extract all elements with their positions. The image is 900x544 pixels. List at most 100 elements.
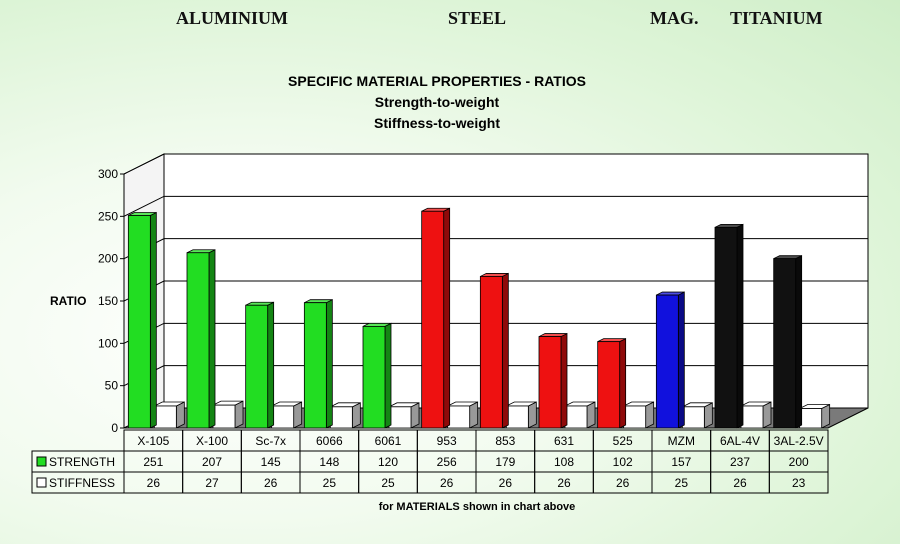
data-label: 200 (789, 455, 809, 469)
strength-bar-side (149, 211, 157, 429)
group-label-steel: STEEL (448, 8, 507, 28)
strength-bar-side (560, 332, 568, 429)
x-tick-label: 3AL-2.5V (774, 434, 824, 448)
strength-bar (773, 258, 797, 429)
stiffness-bar-side (469, 401, 479, 429)
x-tick-label: X-105 (137, 434, 169, 448)
data-label: 26 (557, 476, 571, 490)
data-label: 27 (205, 476, 219, 490)
stiffness-bar (329, 406, 353, 429)
stiffness-bar-side (586, 401, 596, 429)
chart-title: SPECIFIC MATERIAL PROPERTIES - RATIOS (288, 73, 586, 89)
strength-bar (421, 210, 445, 429)
y-tick-label: 50 (105, 379, 119, 393)
x-tick-label: 853 (495, 434, 515, 448)
stiffness-bar (623, 405, 647, 429)
y-tick-label: 0 (111, 421, 118, 435)
stiffness-bar (681, 406, 705, 429)
data-label: 148 (319, 455, 339, 469)
stiffness-bar (505, 405, 529, 429)
data-label: 26 (616, 476, 630, 490)
data-label: 251 (143, 455, 163, 469)
strength-bar-side (619, 337, 627, 429)
data-label: 207 (202, 455, 222, 469)
strength-bar-side (325, 299, 333, 429)
table-cell (768, 471, 829, 494)
chart-subtitle-stiffness: Stiffness-to-weight (374, 115, 500, 131)
strength-bar (597, 341, 621, 429)
legend-swatch (36, 456, 47, 467)
data-label: 25 (323, 476, 337, 490)
stiffness-bar (212, 404, 236, 429)
stiffness-bar (271, 405, 295, 429)
data-label: 23 (792, 476, 806, 490)
x-tick-label: 6AL-4V (720, 434, 760, 448)
stiffness-bar-side (293, 401, 303, 429)
stiffness-bar (388, 406, 412, 429)
x-tick-label: 6061 (375, 434, 402, 448)
stiffness-bar (740, 405, 764, 429)
stiffness-bar-side (527, 401, 537, 429)
strength-bar (714, 226, 738, 429)
data-label: 179 (495, 455, 515, 469)
y-axis-label: RATIO (50, 294, 87, 308)
group-label-aluminium: ALUMINIUM (176, 8, 288, 28)
group-label-mag: MAG. (650, 8, 699, 28)
chart-footnote: for MATERIALS shown in chart above (378, 501, 576, 513)
data-label: 157 (671, 455, 691, 469)
strength-bar-side (443, 207, 451, 429)
data-label: 108 (554, 455, 574, 469)
stiffness-bar (564, 405, 588, 429)
data-label: 26 (499, 476, 513, 490)
stiffness-bar (447, 405, 471, 429)
stiffness-bar-side (645, 401, 655, 429)
strength-bar (245, 304, 269, 429)
strength-bar (303, 302, 327, 429)
legend-entry: STRENGTH (49, 455, 115, 469)
data-label: 26 (264, 476, 278, 490)
legend-swatch (36, 477, 47, 488)
data-label: 102 (613, 455, 633, 469)
x-tick-label: MZM (668, 434, 695, 448)
stiffness-bar-side (234, 400, 244, 429)
legend-entry: STIFFNESS (49, 476, 115, 490)
stiffness-bar (799, 408, 823, 429)
data-label: 25 (381, 476, 395, 490)
gridline (123, 153, 868, 175)
data-label: 26 (147, 476, 161, 490)
data-label: 256 (437, 455, 457, 469)
strength-bar (538, 336, 562, 429)
x-tick-label: 953 (437, 434, 457, 448)
y-tick-label: 250 (98, 209, 118, 223)
strength-bar-side (384, 322, 392, 429)
strength-bar (127, 215, 151, 429)
data-label: 25 (675, 476, 689, 490)
stiffness-bar-side (762, 401, 772, 429)
strength-bar-side (736, 223, 744, 429)
gridline (123, 195, 868, 217)
data-label: 26 (733, 476, 747, 490)
x-tick-label: 525 (613, 434, 633, 448)
data-label: 145 (261, 455, 281, 469)
x-tick-label: X-100 (196, 434, 228, 448)
data-label: 120 (378, 455, 398, 469)
strength-bar-side (795, 255, 803, 429)
strength-bar-side (208, 249, 216, 429)
strength-bar-side (501, 272, 509, 429)
stiffness-bar (153, 405, 177, 429)
y-tick-label: 100 (98, 336, 118, 350)
x-tick-label: Sc-7x (255, 434, 286, 448)
group-label-titanium: TITANIUM (730, 8, 823, 28)
x-tick-label: 631 (554, 434, 574, 448)
data-label: 26 (440, 476, 454, 490)
x-tick-label: 6066 (316, 434, 343, 448)
strength-bar-side (267, 301, 275, 429)
stiffness-bar-side (175, 401, 185, 429)
strength-bar (362, 325, 386, 429)
y-tick-label: 300 (98, 167, 118, 181)
strength-bar-side (677, 291, 685, 429)
chart-subtitle-strength: Strength-to-weight (374, 94, 500, 110)
data-label: 237 (730, 455, 750, 469)
y-tick-label: 200 (98, 252, 118, 266)
